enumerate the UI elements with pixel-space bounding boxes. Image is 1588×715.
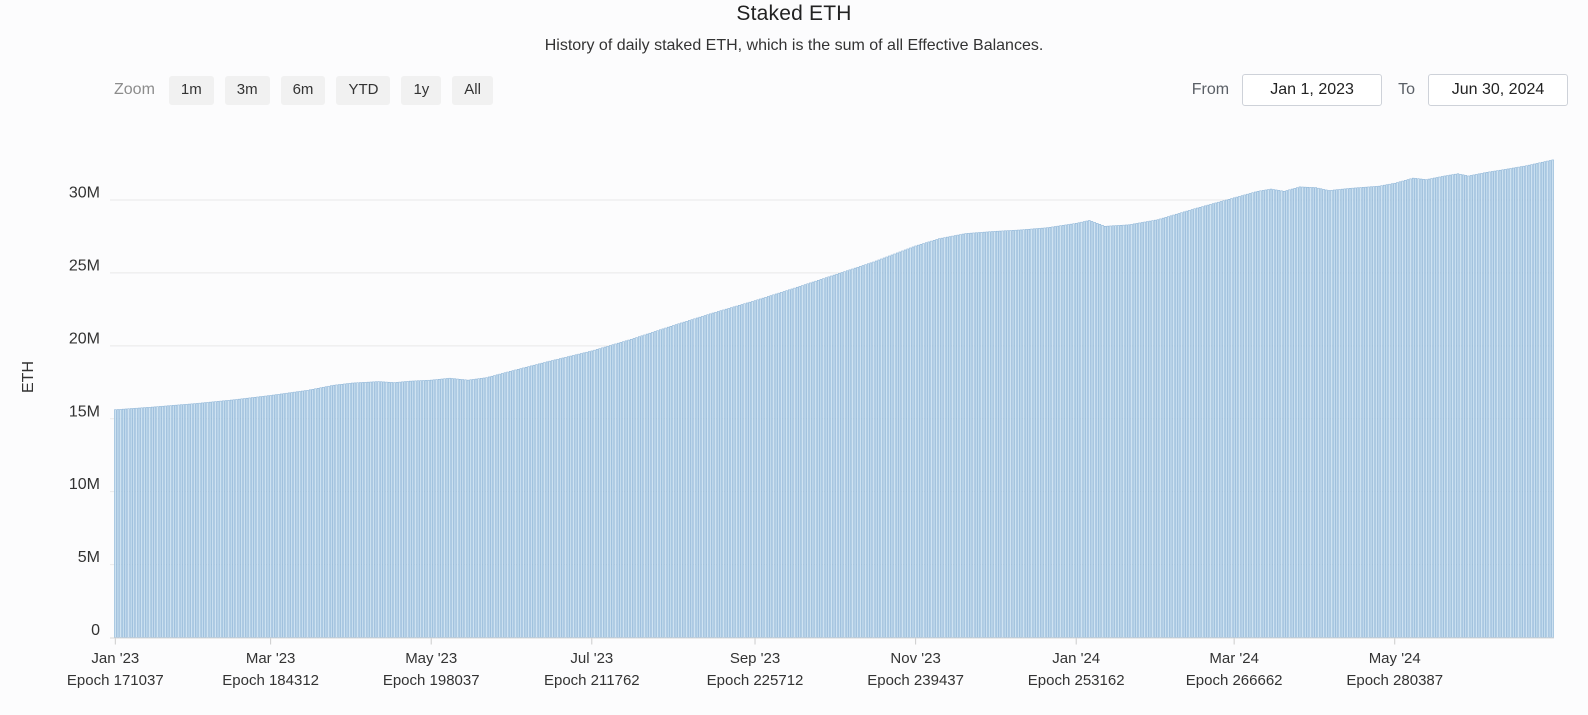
svg-text:Epoch 280387: Epoch 280387	[1346, 672, 1443, 689]
svg-text:0: 0	[91, 622, 100, 639]
svg-text:Epoch 266662: Epoch 266662	[1186, 672, 1283, 689]
date-range-group: From To	[1192, 74, 1568, 106]
zoom-preset-group: Zoom 1m 3m 6m YTD 1y All	[114, 76, 504, 105]
to-date-input[interactable]	[1428, 74, 1568, 106]
svg-text:10M: 10M	[69, 476, 100, 493]
zoom-button-1y[interactable]: 1y	[401, 76, 442, 105]
svg-text:15M: 15M	[69, 403, 100, 420]
svg-text:Mar '24: Mar '24	[1209, 650, 1259, 667]
chart-header: Staked ETH History of daily staked ETH, …	[0, 0, 1588, 55]
chart-toolbar: Zoom 1m 3m 6m YTD 1y All From To	[0, 74, 1588, 110]
from-label: From	[1191, 81, 1230, 98]
svg-text:Jan '24: Jan '24	[1052, 650, 1100, 667]
staked-eth-bar-chart: 0 5M 10M 15M 20M 25M 30M ETH Jan '23 Epoch 171037…	[20, 159, 1554, 689]
svg-text:ETH: ETH	[20, 361, 37, 393]
svg-text:Epoch 253162: Epoch 253162	[1028, 672, 1125, 689]
svg-text:May '23: May '23	[405, 650, 457, 667]
svg-text:Epoch 239437: Epoch 239437	[867, 672, 964, 689]
chart-plot-area[interactable]: 0 5M 10M 15M 20M 25M 30M ETH Jan '23 Epoch 171037…	[0, 125, 1588, 705]
page-title: Staked ETH	[736, 2, 852, 25]
chart-subtitle: History of daily staked ETH, which is th…	[544, 37, 1044, 54]
zoom-label: Zoom	[114, 81, 155, 99]
svg-text:25M: 25M	[69, 257, 100, 274]
svg-text:30M: 30M	[69, 185, 100, 202]
svg-text:May '24: May '24	[1369, 650, 1421, 667]
zoom-button-all[interactable]: All	[452, 76, 493, 105]
zoom-button-ytd[interactable]: YTD	[336, 76, 391, 105]
svg-text:20M: 20M	[69, 330, 100, 347]
svg-text:5M: 5M	[78, 549, 100, 566]
zoom-button-1m[interactable]: 1m	[168, 76, 214, 105]
svg-text:Epoch 198037: Epoch 198037	[383, 672, 480, 689]
svg-text:Jan '23: Jan '23	[91, 650, 139, 667]
svg-text:Epoch 184312: Epoch 184312	[222, 672, 319, 689]
svg-text:Nov '23: Nov '23	[890, 650, 940, 667]
zoom-button-3m[interactable]: 3m	[224, 76, 270, 105]
svg-text:Epoch 225712: Epoch 225712	[707, 672, 804, 689]
svg-text:Epoch 211762: Epoch 211762	[544, 672, 640, 689]
to-label: To	[1398, 81, 1415, 98]
svg-text:Mar '23: Mar '23	[246, 650, 296, 667]
zoom-button-6m[interactable]: 6m	[280, 76, 326, 105]
from-date-input[interactable]	[1242, 74, 1383, 106]
svg-text:Sep '23: Sep '23	[730, 650, 780, 667]
svg-text:Jul '23: Jul '23	[570, 650, 613, 667]
svg-text:Epoch 171037: Epoch 171037	[67, 672, 164, 689]
